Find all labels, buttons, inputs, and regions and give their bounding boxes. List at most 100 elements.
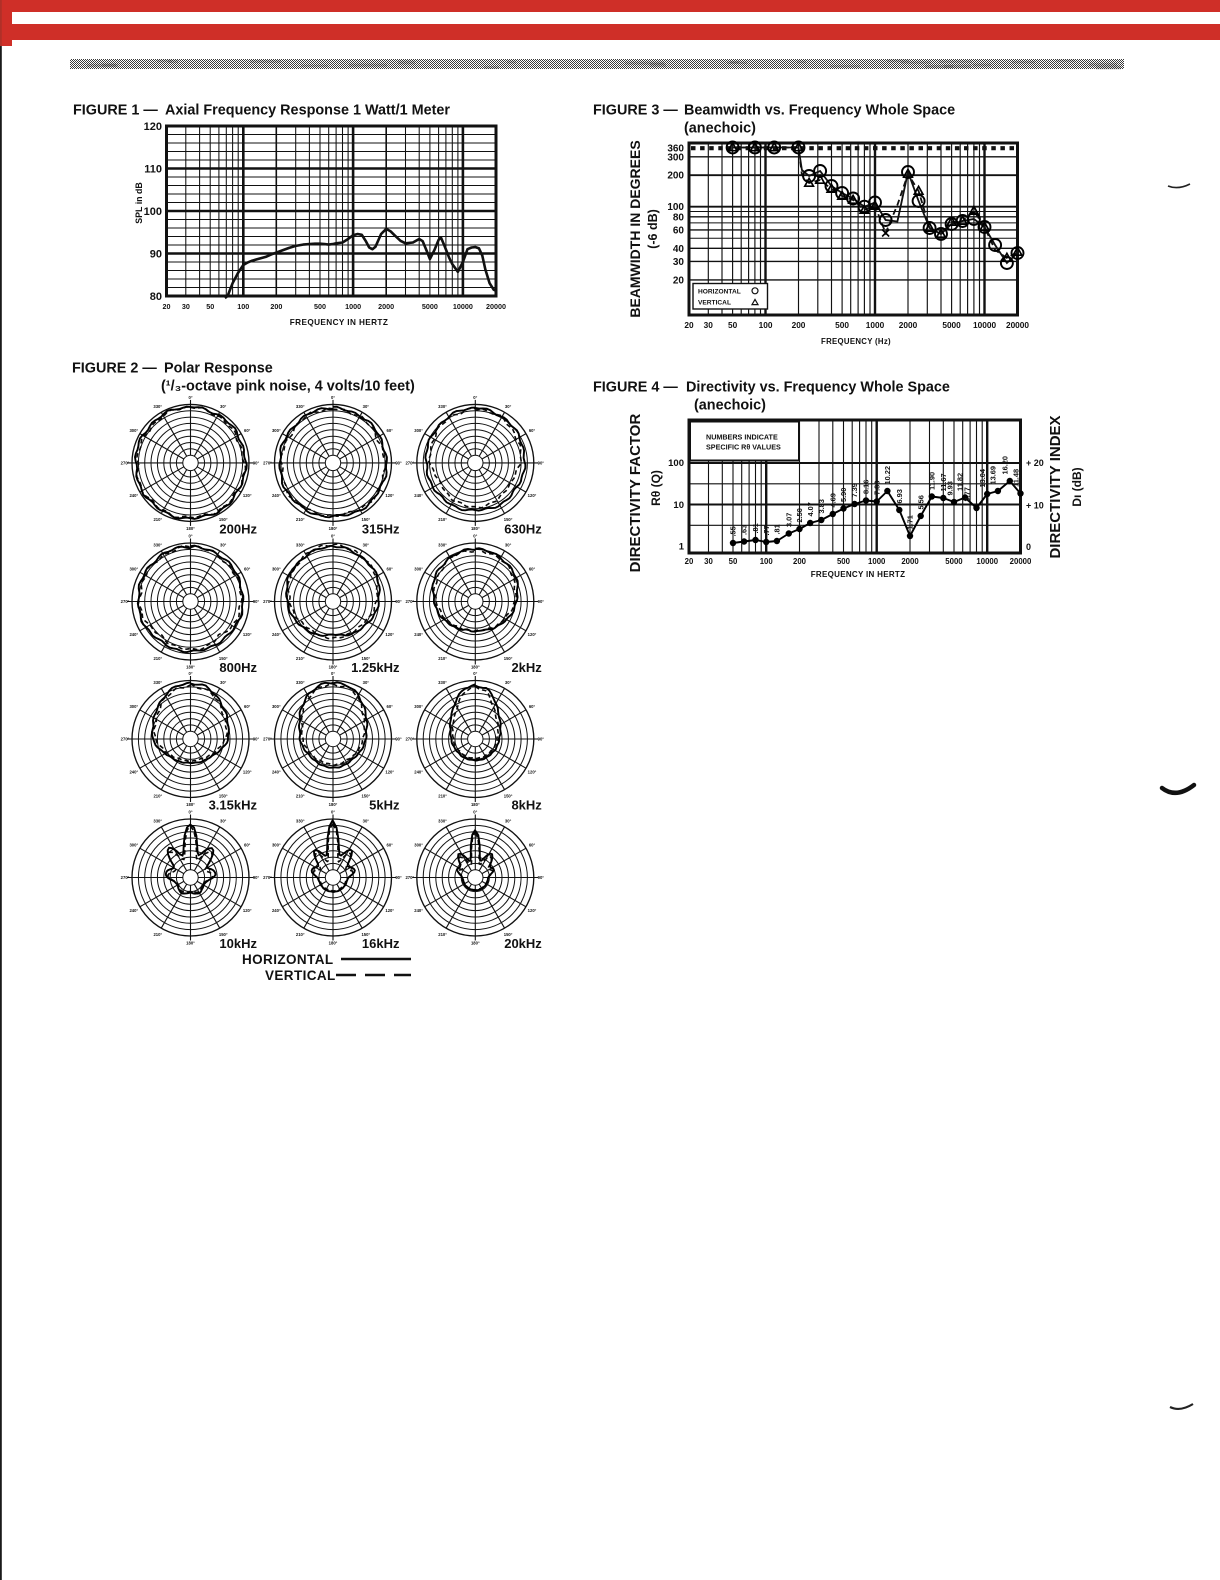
svg-text:270°: 270° [121,461,130,466]
svg-text:30°: 30° [363,680,370,685]
svg-text:150°: 150° [361,932,370,937]
svg-text:90°: 90° [395,461,402,466]
svg-text:300°: 300° [272,566,281,571]
svg-text:60°: 60° [387,428,394,433]
svg-text:10.22: 10.22 [883,466,892,485]
svg-text:300°: 300° [129,842,138,847]
svg-text:60°: 60° [244,704,251,709]
svg-text:100: 100 [668,458,684,469]
svg-text:90°: 90° [538,737,545,742]
svg-text:30: 30 [673,257,685,268]
svg-text:270°: 270° [405,461,414,466]
svg-text:300°: 300° [414,428,423,433]
svg-text:120°: 120° [385,908,394,913]
svg-text:100: 100 [144,206,162,218]
svg-text:630Hz: 630Hz [504,521,542,536]
svg-text:240°: 240° [414,769,423,774]
svg-text:Polar Response: Polar Response [164,361,273,377]
svg-text:330°: 330° [438,542,447,547]
svg-text:.81: .81 [751,523,760,533]
svg-text:240°: 240° [129,769,138,774]
svg-text:120: 120 [144,121,162,133]
svg-text:0°: 0° [473,810,477,815]
svg-text:(anechoic): (anechoic) [684,121,756,137]
svg-text:200: 200 [270,302,282,311]
svg-text:.55: .55 [729,526,738,536]
svg-text:180°: 180° [329,941,338,946]
svg-text:50: 50 [728,320,738,330]
svg-text:20: 20 [684,320,694,330]
svg-text:20: 20 [673,275,685,286]
svg-text:240°: 240° [414,493,423,498]
svg-text:240°: 240° [272,632,281,637]
svg-text:5kHz: 5kHz [369,798,400,813]
svg-text:120°: 120° [243,632,252,637]
svg-text:150°: 150° [504,656,513,661]
svg-text:90°: 90° [395,737,402,742]
svg-text:330°: 330° [296,542,305,547]
svg-text:330°: 330° [438,680,447,685]
svg-text:210°: 210° [296,517,305,522]
svg-text:270°: 270° [121,599,130,604]
svg-text:300°: 300° [129,566,138,571]
svg-text:90°: 90° [253,875,260,880]
svg-text:30: 30 [704,557,713,566]
svg-text:3.15kHz: 3.15kHz [209,798,258,813]
svg-text:210°: 210° [153,656,162,661]
svg-text:FIGURE 4 —: FIGURE 4 — [593,380,678,396]
svg-text:20: 20 [163,302,171,311]
svg-text:30°: 30° [505,542,512,547]
svg-text:0°: 0° [188,534,192,539]
svg-text:210°: 210° [153,517,162,522]
svg-text:(¹/₃-octave pink noise, 4 volt: (¹/₃-octave pink noise, 4 volts/10 feet) [161,379,415,395]
svg-text:60: 60 [673,225,685,236]
svg-text:DIRECTIVITY FACTOR: DIRECTIVITY FACTOR [627,414,644,573]
svg-text:40: 40 [673,244,685,255]
svg-text:30°: 30° [220,818,227,823]
svg-text:4.69: 4.69 [828,493,837,507]
svg-text:3.07: 3.07 [784,513,793,527]
svg-text:FIGURE 3 —: FIGURE 3 — [593,103,678,119]
svg-text:210°: 210° [438,517,447,522]
svg-text:7.83: 7.83 [872,481,881,495]
svg-text:150°: 150° [504,932,513,937]
svg-text:150°: 150° [361,656,370,661]
svg-text:180°: 180° [329,665,338,670]
svg-text:150°: 150° [219,793,228,798]
svg-text:1.71: 1.71 [906,515,915,529]
svg-text:210°: 210° [296,656,305,661]
svg-text:1: 1 [679,542,685,553]
svg-text:5000: 5000 [942,320,961,330]
svg-text:HORIZONTAL: HORIZONTAL [242,952,334,967]
svg-text:150°: 150° [361,793,370,798]
svg-text:0°: 0° [473,671,477,676]
svg-text:7.39: 7.39 [850,483,859,497]
svg-text:9.93: 9.93 [945,481,954,495]
svg-text:10000: 10000 [976,557,998,566]
svg-text:0°: 0° [188,810,192,815]
svg-text:300°: 300° [414,842,423,847]
svg-text:210°: 210° [438,932,447,937]
svg-text:+ 10: + 10 [1026,501,1044,511]
svg-text:5.56: 5.56 [916,495,925,509]
svg-text:30°: 30° [363,542,370,547]
svg-text:20000: 20000 [1006,320,1029,330]
svg-text:60°: 60° [244,566,251,571]
svg-text:60°: 60° [244,428,251,433]
svg-text:Directivity vs. Frequency Whol: Directivity vs. Frequency Whole Space [686,380,950,396]
svg-text:Dı (dB): Dı (dB) [1070,467,1084,506]
svg-text:VERTICAL: VERTICAL [698,300,731,307]
svg-text:FREQUENCY IN HERTZ: FREQUENCY IN HERTZ [811,570,906,579]
svg-text:30°: 30° [505,404,512,409]
svg-text:90°: 90° [395,875,402,880]
svg-text:90°: 90° [538,875,545,880]
svg-text:110: 110 [144,164,162,176]
svg-text:150°: 150° [219,932,228,937]
svg-text:120°: 120° [528,769,537,774]
svg-text:330°: 330° [153,542,162,547]
svg-text:210°: 210° [296,932,305,937]
svg-text:330°: 330° [153,404,162,409]
svg-text:90°: 90° [253,599,260,604]
svg-text:50: 50 [206,302,214,311]
svg-text:5000: 5000 [422,302,438,311]
